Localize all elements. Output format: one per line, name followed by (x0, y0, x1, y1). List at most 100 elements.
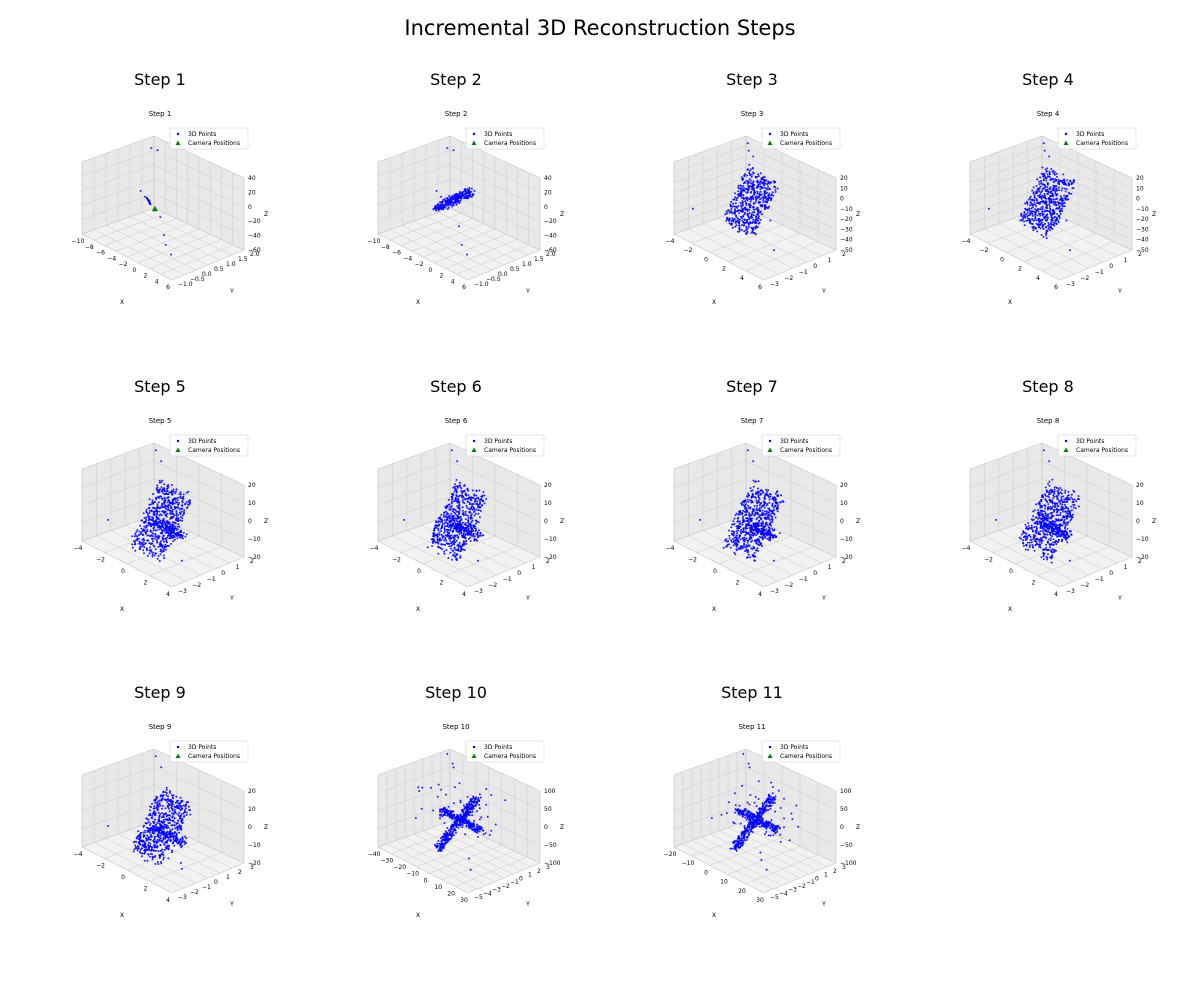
data-point (166, 512, 169, 515)
data-point (1059, 197, 1062, 200)
data-point (767, 185, 769, 188)
data-point (753, 532, 756, 535)
x-tick-label: 0 (428, 267, 432, 274)
data-point (459, 547, 462, 550)
data-point (747, 504, 749, 507)
x-tick-label: 4 (1036, 275, 1040, 282)
data-point (461, 521, 464, 524)
data-point (747, 553, 750, 556)
data-point (458, 481, 461, 484)
data-point (437, 527, 439, 530)
grid-line (673, 156, 837, 199)
data-point (461, 496, 464, 499)
data-point (1063, 503, 1066, 506)
data-point (755, 549, 758, 552)
data-point (757, 499, 760, 502)
z-tick-label: 10 (248, 500, 256, 507)
data-point (1034, 538, 1037, 541)
data-point (1057, 498, 1060, 501)
data-point (774, 536, 777, 538)
data-point (464, 540, 467, 543)
data-point (134, 539, 137, 542)
data-point (1035, 185, 1038, 187)
data-point (760, 213, 763, 216)
grid-line (81, 540, 173, 588)
data-point (1055, 172, 1058, 175)
data-point (1050, 223, 1053, 226)
data-point (449, 539, 452, 542)
data-point (465, 494, 468, 497)
data-point (1046, 540, 1049, 543)
grid-line (413, 220, 505, 266)
data-point (147, 853, 150, 856)
data-point (156, 484, 159, 487)
data-point (161, 525, 164, 528)
data-point (445, 513, 448, 516)
data-point (1037, 508, 1040, 511)
data-point (1063, 536, 1066, 539)
y-tick-label: 1 (532, 564, 536, 571)
data-point (1039, 530, 1042, 533)
data-point (185, 501, 188, 503)
data-point (1062, 205, 1065, 208)
data-point (1031, 214, 1034, 217)
data-point (177, 514, 180, 517)
data-point (158, 545, 161, 548)
data-point (752, 546, 755, 549)
inner-title: Step 4 (1037, 110, 1060, 118)
data-point (1038, 180, 1040, 183)
z-tick-label: −10 (840, 536, 853, 543)
data-point (749, 173, 752, 175)
data-point (763, 510, 766, 513)
data-point (740, 528, 743, 531)
data-point (1038, 183, 1041, 186)
data-point (466, 514, 469, 517)
data-point (481, 495, 484, 498)
subplot-step-2: Step 2 Step 2 −10 −8 −6 −4 −2 0 2 4 6 −1.0 −0.5 0.0 0… (368, 70, 616, 340)
data-point (164, 548, 167, 551)
data-point (471, 489, 474, 492)
data-point (770, 518, 773, 520)
data-point (732, 202, 735, 205)
data-point (155, 508, 158, 511)
data-point (747, 149, 750, 152)
data-point (1070, 505, 1073, 508)
data-point (1042, 142, 1045, 145)
data-point (1067, 490, 1070, 493)
data-point (1039, 227, 1042, 230)
data-point (1034, 215, 1037, 217)
data-point (432, 532, 435, 535)
y-tick-label: −3 (1066, 281, 1075, 288)
data-point (753, 193, 756, 196)
data-point (146, 530, 149, 533)
data-point (1048, 484, 1051, 487)
data-point (436, 205, 439, 208)
data-point (1053, 490, 1056, 493)
data-point (745, 548, 748, 551)
data-point (765, 510, 768, 513)
data-point (767, 489, 769, 492)
data-point (737, 190, 740, 193)
data-point (1032, 537, 1035, 540)
data-point (738, 230, 741, 233)
data-point (162, 492, 165, 495)
data-point (436, 535, 439, 537)
data-point (184, 502, 187, 505)
data-point (1059, 208, 1062, 211)
grid-line (125, 525, 216, 570)
data-point (1027, 534, 1030, 537)
data-point (752, 208, 755, 211)
data-point (737, 218, 740, 221)
data-point (157, 555, 160, 557)
x-axis-label: X (120, 299, 124, 306)
data-point (755, 509, 758, 512)
data-point (165, 540, 168, 543)
data-point (438, 523, 441, 526)
z-tick-label: 10 (248, 806, 256, 813)
data-point (152, 513, 155, 516)
data-point (771, 504, 774, 507)
z-tick-label: 0 (840, 518, 844, 525)
